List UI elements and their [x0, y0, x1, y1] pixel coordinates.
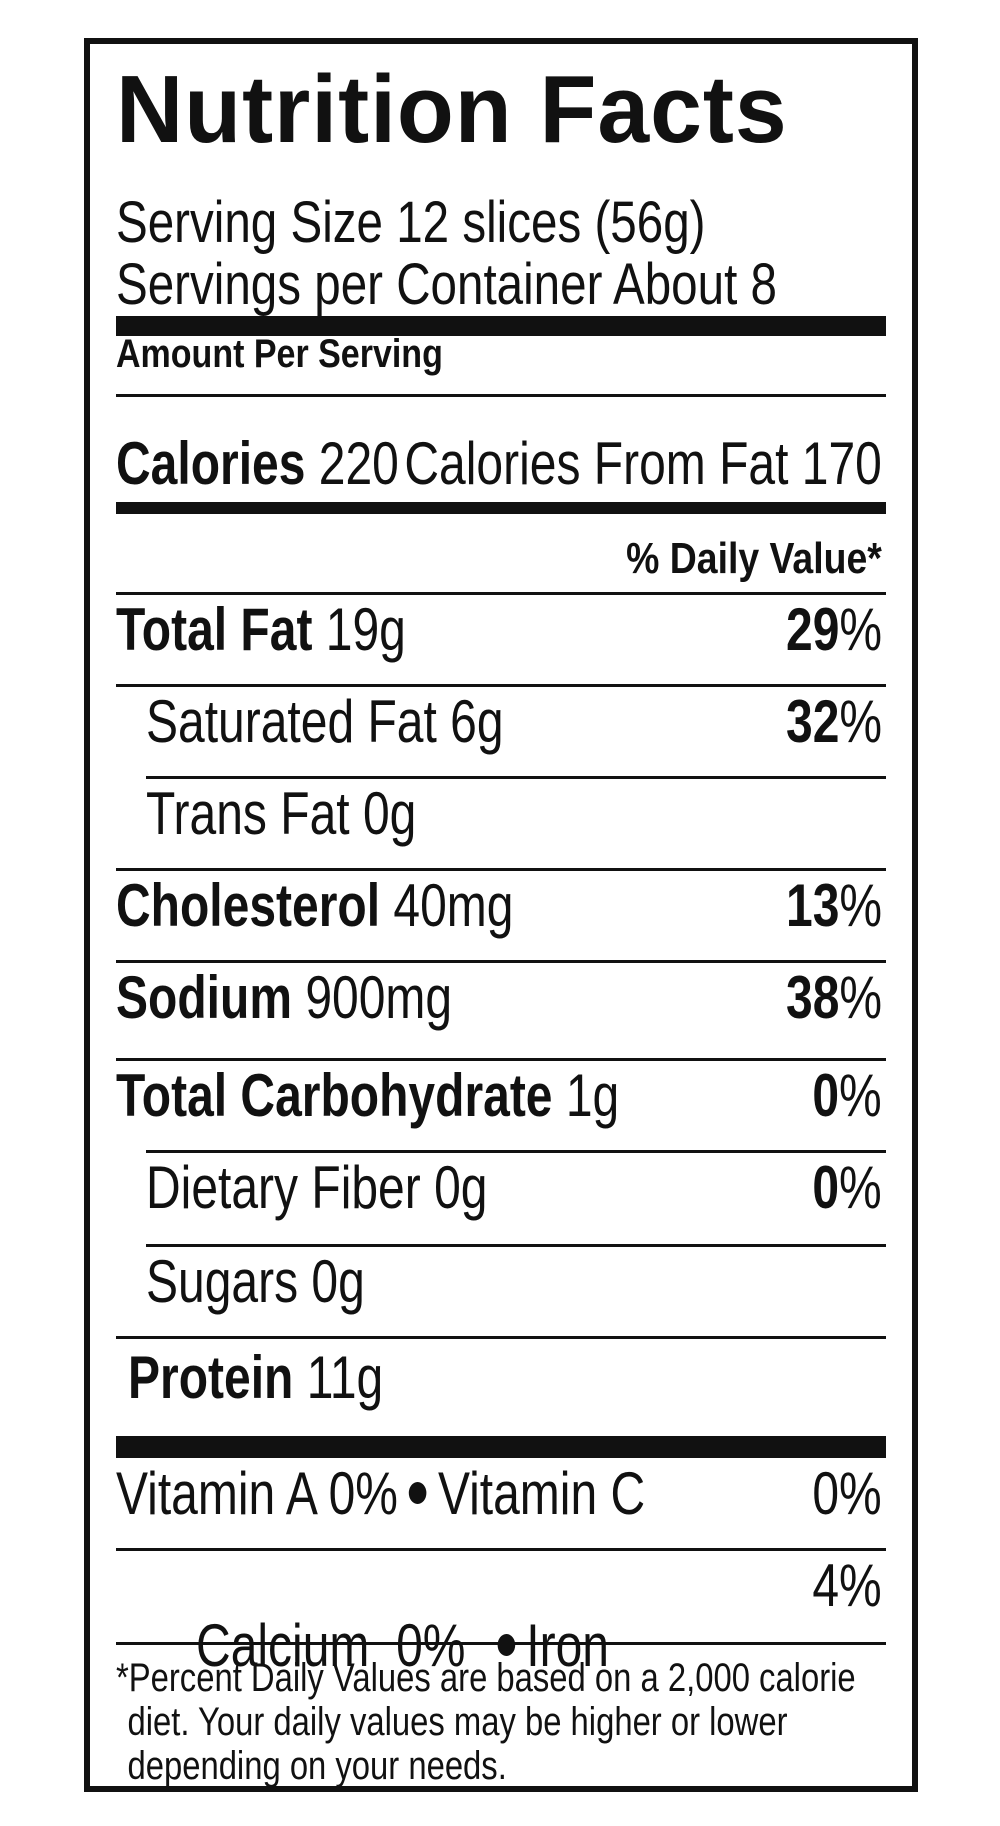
nutrient-label: Total Carbohydrate — [116, 1062, 553, 1129]
daily-value-number: 29 — [785, 596, 840, 663]
footnote: *Percent Daily Values are based on a 2,0… — [116, 1656, 856, 1788]
cholesterol-row: Cholesterol 40mg 13% — [116, 872, 886, 942]
calories-from-fat: Calories From Fat 170 — [405, 434, 883, 494]
nutrient-amount: 11g — [306, 1344, 384, 1411]
nutrient-label: Saturated Fat — [146, 688, 437, 755]
trans-fat-row: Trans Fat 0g — [116, 780, 886, 850]
daily-value-number: 13 — [785, 872, 840, 939]
label-title: Nutrition Facts — [116, 56, 788, 163]
nutrient-amount: 40mg — [393, 872, 514, 939]
percent-sign: % — [839, 964, 882, 1031]
nutrient-label: Protein — [128, 1344, 294, 1411]
nutrient-label: Sodium — [116, 964, 292, 1031]
divider — [116, 684, 886, 687]
bullet-icon — [409, 1482, 427, 1505]
nutrient-amount: 900mg — [305, 964, 453, 1031]
percent-sign: % — [839, 688, 882, 755]
calories-value: 220 — [318, 430, 399, 497]
daily-value-number: 32 — [785, 688, 840, 755]
nutrient-label: Dietary Fiber — [146, 1154, 421, 1221]
sugars-row: Sugars 0g — [116, 1248, 886, 1318]
percent-sign: % — [839, 596, 882, 663]
divider — [116, 1336, 886, 1339]
divider — [146, 776, 886, 779]
servings-per-container: Servings per Container About 8 — [116, 252, 777, 317]
divider — [116, 1642, 886, 1645]
percent-sign: % — [839, 1154, 882, 1221]
divider — [116, 1548, 886, 1551]
vitamin-a-and-c-row: Vitamin A 0% Vitamin C — [116, 1464, 645, 1524]
divider — [146, 1244, 886, 1247]
calcium-and-iron-row: Calcium 0% Iron — [116, 1556, 609, 1736]
label-content: Nutrition Facts Serving Size 12 slices (… — [116, 44, 886, 1788]
medium-divider — [116, 502, 886, 514]
nutrient-label: Total Fat — [116, 596, 313, 663]
daily-value-number: 0 — [812, 1154, 840, 1221]
divider — [116, 394, 886, 397]
nutrient-label: Sugars — [146, 1248, 299, 1315]
footnote-line: depending on your needs. — [127, 1744, 507, 1788]
total-fat-row: Total Fat 19g 29% — [116, 596, 886, 666]
nutrient-amount: 0g — [311, 1248, 365, 1315]
vitamin-a: Vitamin A 0% — [116, 1460, 398, 1527]
iron-label: Iron — [526, 1612, 609, 1679]
calories-label: Calories — [116, 430, 306, 497]
nutrition-label: Nutrition Facts Serving Size 12 slices (… — [84, 38, 918, 1792]
divider — [116, 1058, 886, 1061]
bullet-icon — [497, 1634, 516, 1657]
vitamin-c-value: 0% — [812, 1460, 882, 1527]
calcium: Calcium 0% — [196, 1612, 466, 1679]
nutrient-amount: 19g — [325, 596, 406, 663]
footnote-line: diet. Your daily values may be higher or… — [127, 1700, 788, 1744]
nutrient-label: Trans Fat — [146, 780, 350, 847]
thick-divider — [116, 316, 886, 336]
daily-value-number: 38 — [785, 964, 840, 1031]
nutrient-amount: 0g — [362, 780, 417, 847]
divider — [146, 1150, 886, 1153]
iron-value: 4% — [812, 1552, 882, 1619]
protein-row: Protein 11g — [116, 1344, 886, 1414]
thick-divider — [116, 1436, 886, 1458]
vitamin-c-label: Vitamin C — [437, 1460, 646, 1527]
sodium-row: Sodium 900mg 38% — [116, 964, 886, 1034]
daily-value-header: % Daily Value* — [626, 534, 882, 583]
calories-from-fat-label: Calories From Fat — [404, 430, 789, 497]
amount-per-serving: Amount Per Serving — [116, 332, 443, 376]
nutrient-amount: 1g — [565, 1062, 620, 1129]
total-carbohydrate-row: Total Carbohydrate 1g 0% — [116, 1062, 886, 1132]
divider — [116, 960, 886, 963]
percent-sign: % — [839, 872, 882, 939]
nutrient-amount: 6g — [450, 688, 504, 755]
footnote-line: *Percent Daily Values are based on a 2,0… — [116, 1656, 856, 1700]
saturated-fat-row: Saturated Fat 6g 32% — [116, 688, 886, 758]
percent-sign: % — [839, 1062, 882, 1129]
serving-size: Serving Size 12 slices (56g) — [116, 190, 706, 255]
dietary-fiber-row: Dietary Fiber 0g 0% — [116, 1154, 886, 1224]
daily-value-number: 0 — [812, 1062, 840, 1129]
nutrient-label: Cholesterol — [116, 872, 381, 939]
nutrient-amount: 0g — [434, 1154, 488, 1221]
calories-row: Calories 220 — [116, 434, 399, 494]
divider — [116, 868, 886, 871]
divider — [116, 592, 886, 595]
calories-from-fat-value: 170 — [801, 430, 882, 497]
